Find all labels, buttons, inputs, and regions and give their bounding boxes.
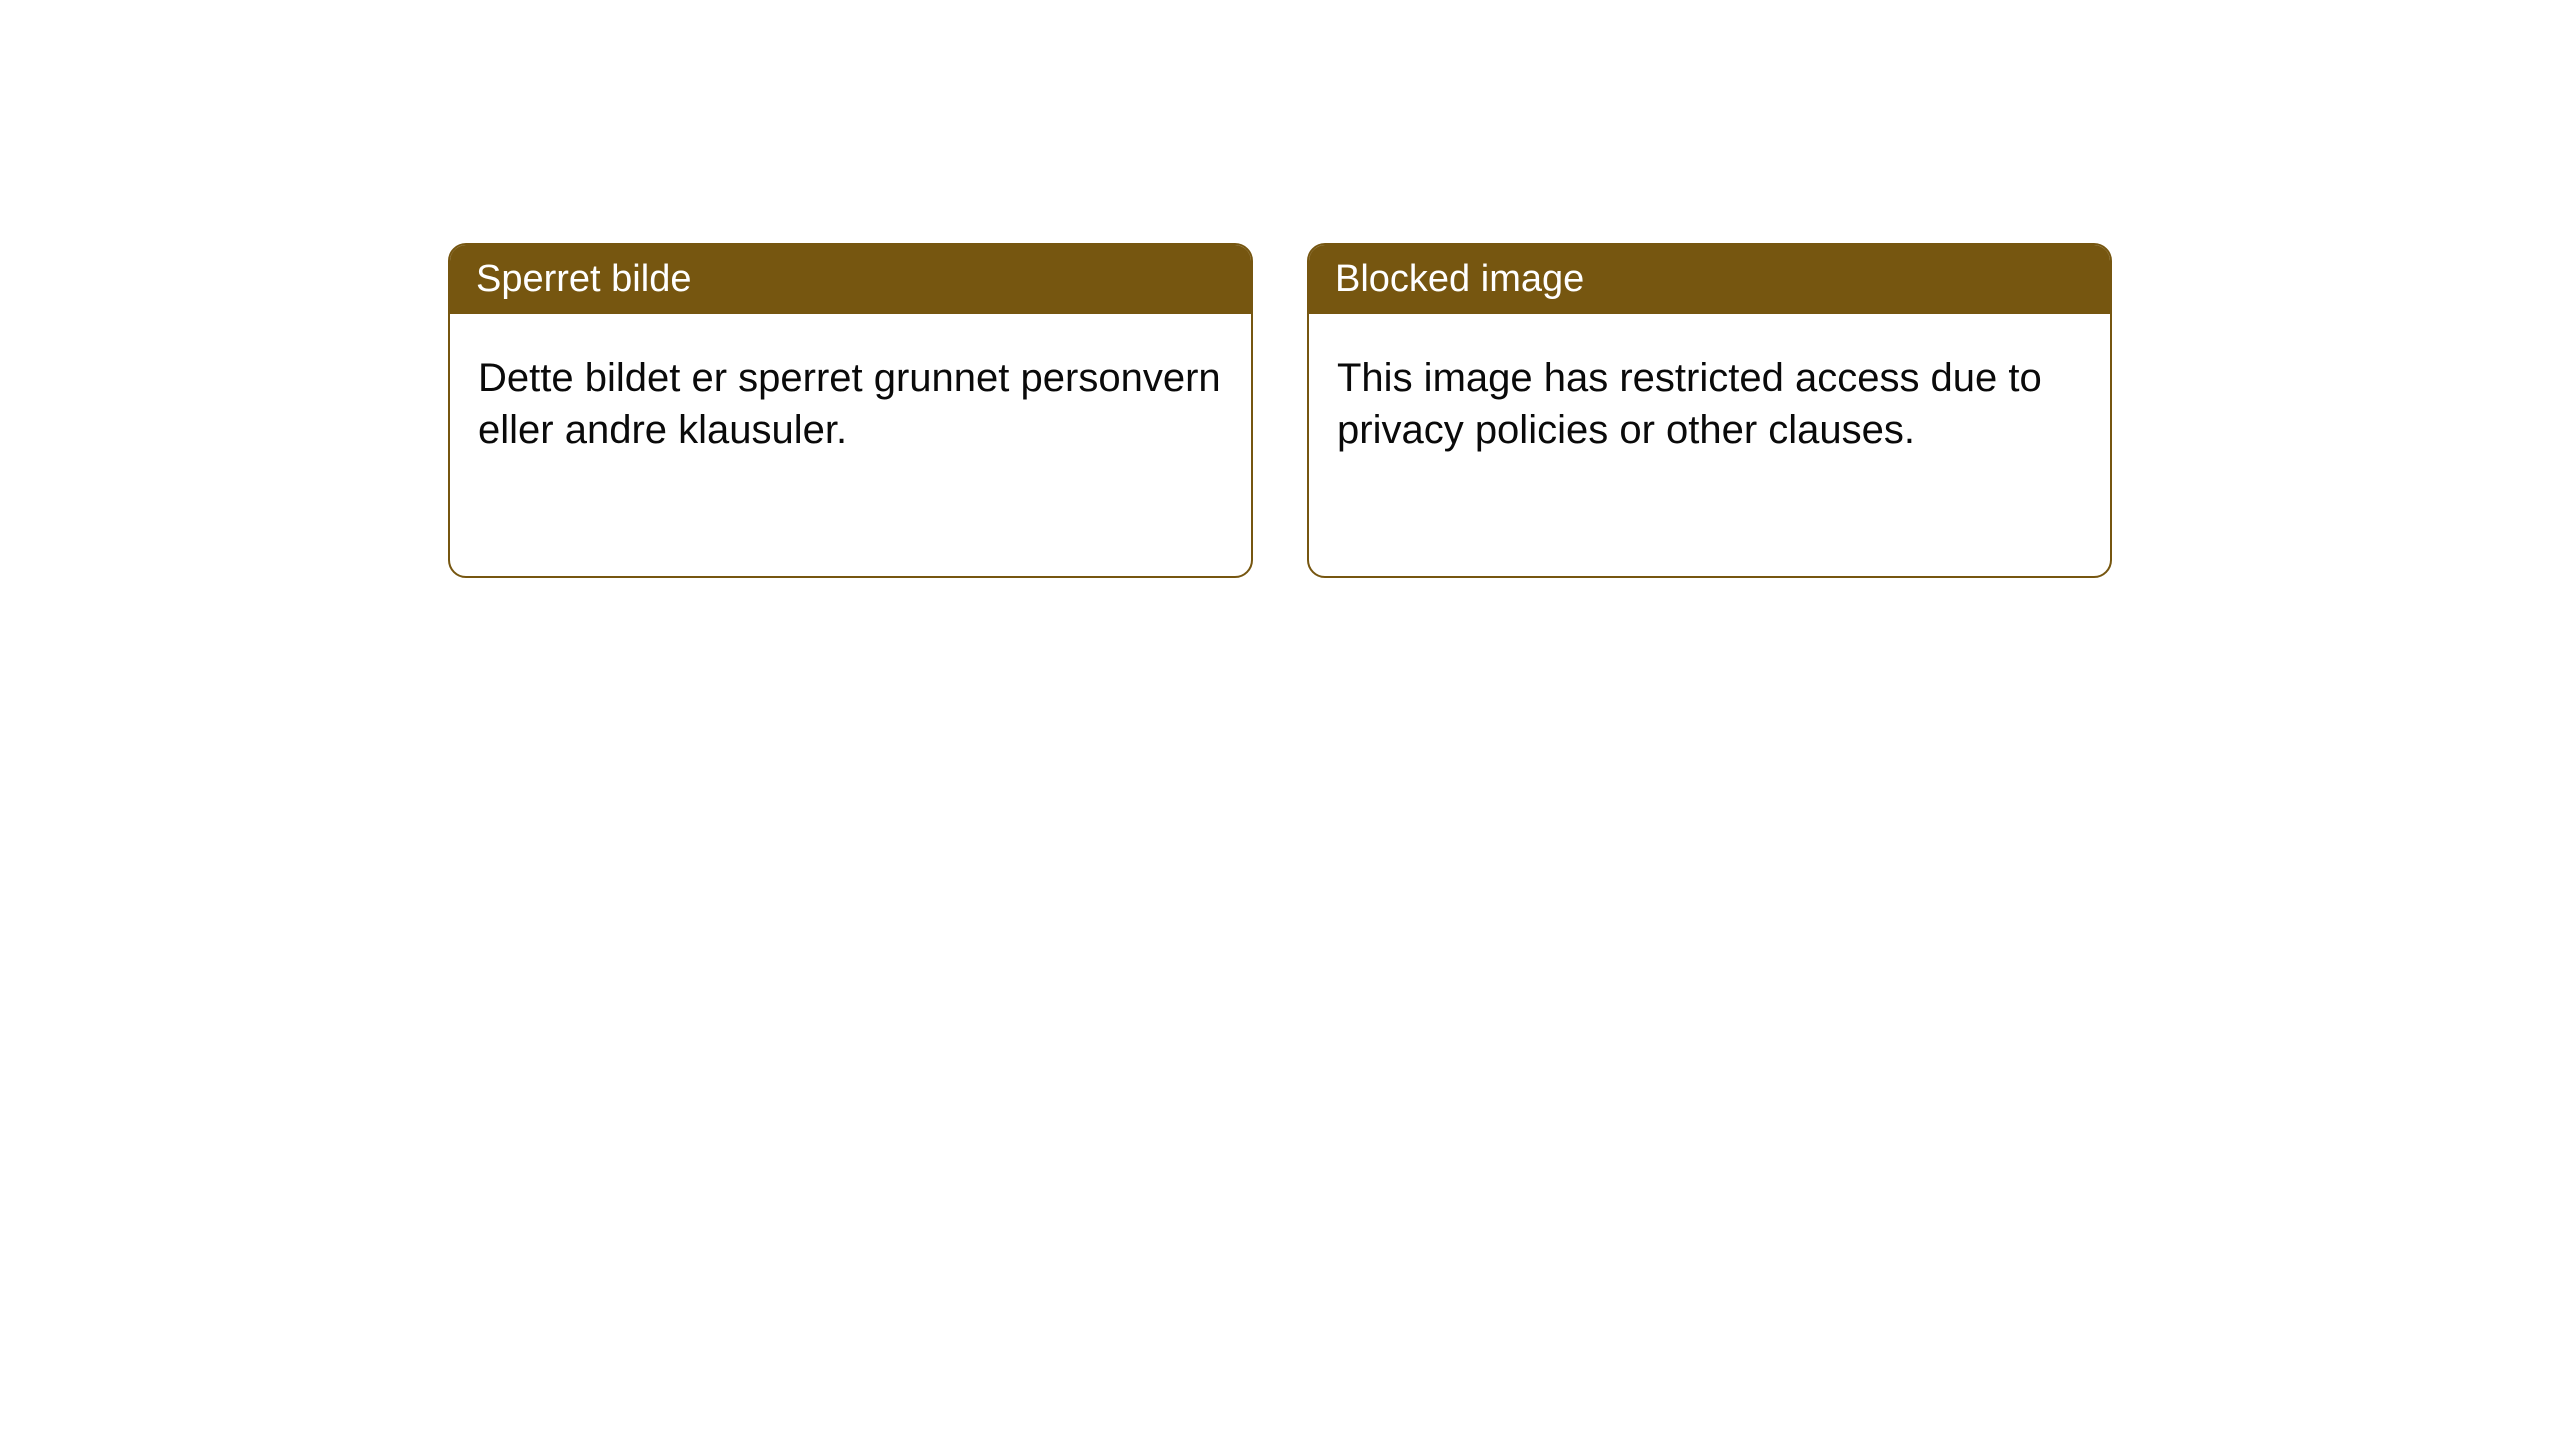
card-body-no: Dette bildet er sperret grunnet personve…: [450, 314, 1251, 494]
card-header-no: Sperret bilde: [450, 245, 1251, 314]
card-body-en: This image has restricted access due to …: [1309, 314, 2110, 494]
blocked-image-card-en: Blocked image This image has restricted …: [1307, 243, 2112, 578]
blocked-image-card-no: Sperret bilde Dette bildet er sperret gr…: [448, 243, 1253, 578]
notice-cards-container: Sperret bilde Dette bildet er sperret gr…: [448, 243, 2112, 578]
card-header-en: Blocked image: [1309, 245, 2110, 314]
